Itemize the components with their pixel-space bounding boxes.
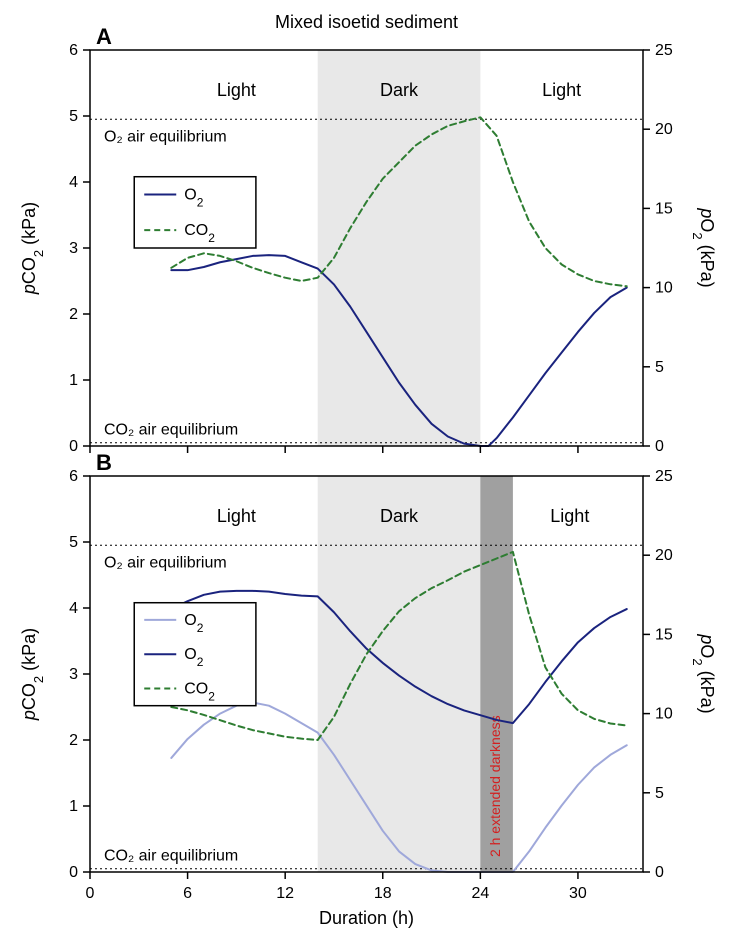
xtick: 6 — [183, 885, 192, 902]
ylabel-left: pCO2 (kPa) — [19, 202, 46, 295]
ytick-left: 2 — [69, 306, 78, 323]
xlabel: Duration (h) — [319, 908, 414, 928]
ytick-right: 5 — [655, 359, 664, 376]
ytick-left: 4 — [69, 600, 78, 617]
ytick-left: 2 — [69, 732, 78, 749]
equilibrium-label: O₂ air equilibrium — [104, 554, 227, 571]
ytick-right: 5 — [655, 785, 664, 802]
ytick-right: 20 — [655, 121, 673, 138]
ylabel-right: pO2 (kPa) — [691, 633, 718, 713]
extended-darkness-label: 2 h extended darkness — [487, 715, 503, 857]
panel-B: 2 h extended darkness O₂ air equilibrium C… — [19, 450, 717, 902]
ytick-left: 6 — [69, 42, 78, 59]
region-label: Dark — [380, 80, 419, 100]
ytick-right: 10 — [655, 706, 673, 723]
ytick-right: 25 — [655, 468, 673, 485]
figure: Mixed isoetid sedimentO₂ air equilibrium… — [0, 0, 733, 942]
region-label: Light — [217, 506, 256, 526]
region-label: Dark — [380, 506, 419, 526]
ytick-right: 25 — [655, 42, 673, 59]
ytick-right: 10 — [655, 280, 673, 297]
ytick-left: 3 — [69, 240, 78, 257]
figure-title: Mixed isoetid sediment — [275, 12, 458, 32]
region-label: Light — [217, 80, 256, 100]
shaded-region — [318, 50, 481, 446]
ytick-right: 15 — [655, 626, 673, 643]
region-label: Light — [542, 80, 581, 100]
ylabel-left: pCO2 (kPa) — [19, 628, 46, 721]
ytick-left: 3 — [69, 666, 78, 683]
ytick-left: 6 — [69, 468, 78, 485]
xtick: 24 — [471, 885, 489, 902]
xtick: 0 — [86, 885, 95, 902]
panel-A: O₂ air equilibrium CO₂ air equilibrium Lig… — [19, 24, 717, 455]
ytick-left: 5 — [69, 108, 78, 125]
equilibrium-label: CO₂ air equilibrium — [104, 422, 238, 439]
ytick-left: 0 — [69, 438, 78, 455]
equilibrium-label: CO₂ air equilibrium — [104, 848, 238, 865]
equilibrium-label: O₂ air equilibrium — [104, 128, 227, 145]
panel-letter: A — [96, 24, 112, 49]
ytick-left: 5 — [69, 534, 78, 551]
ylabel-right: pO2 (kPa) — [691, 207, 718, 287]
xtick: 30 — [569, 885, 587, 902]
xtick: 18 — [374, 885, 392, 902]
ytick-left: 1 — [69, 372, 78, 389]
xtick: 12 — [276, 885, 294, 902]
panel-letter: B — [96, 450, 112, 475]
ytick-right: 15 — [655, 200, 673, 217]
ytick-left: 4 — [69, 174, 78, 191]
ytick-left: 1 — [69, 798, 78, 815]
ytick-right: 0 — [655, 438, 664, 455]
region-label: Light — [550, 506, 589, 526]
ytick-left: 0 — [69, 864, 78, 881]
ytick-right: 0 — [655, 864, 664, 881]
ytick-right: 20 — [655, 547, 673, 564]
